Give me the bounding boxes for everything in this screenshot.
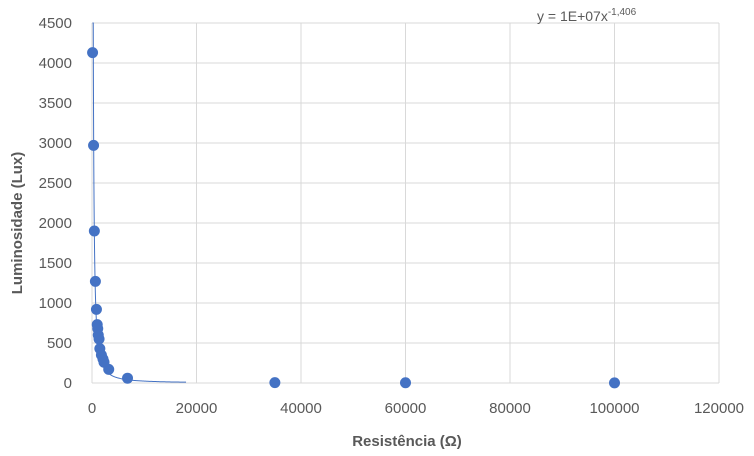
y-tick-label: 4000: [39, 55, 72, 72]
y-tick-label: 4500: [39, 15, 72, 32]
data-point: [400, 377, 411, 389]
x-tick-label: 60000: [385, 400, 427, 417]
y-tick-label: 3000: [39, 135, 72, 152]
data-point: [103, 363, 115, 375]
trendline-equation-base: y = 1E+07x: [537, 8, 608, 24]
y-axis-title: Luminosidade (Lux): [9, 152, 26, 295]
trendline: [92, 22, 187, 383]
trendline-equation-exponent: -1,406: [608, 7, 637, 18]
data-point: [89, 275, 101, 287]
x-tick-label: 120000: [694, 400, 744, 417]
data-point: [122, 372, 134, 384]
x-tick-label: 0: [88, 400, 96, 417]
y-tick-label: 1000: [39, 295, 72, 312]
data-point: [88, 139, 100, 151]
grid: [91, 22, 720, 383]
x-tick-label: 80000: [489, 400, 531, 417]
x-tick-label: 100000: [589, 400, 639, 417]
y-tick-label: 3500: [39, 95, 72, 112]
x-axis-title: Resistência (Ω): [352, 433, 462, 450]
trendline-curve: [92, 22, 187, 383]
data-point: [609, 377, 620, 389]
y-tick-label: 500: [47, 335, 72, 352]
data-point: [269, 377, 281, 389]
data-point: [93, 333, 105, 345]
trendline-equation: y = 1E+07x-1,406: [537, 7, 637, 24]
x-tick-label: 40000: [280, 400, 322, 417]
data-point: [90, 303, 102, 315]
data-points: [87, 47, 620, 389]
x-tick-label: 20000: [176, 400, 218, 417]
data-point: [87, 47, 99, 59]
y-tick-label: 2500: [39, 175, 72, 192]
y-tick-label: 2000: [39, 215, 72, 232]
data-point: [88, 225, 100, 237]
y-tick-label: 1500: [39, 255, 72, 272]
y-tick-label: 0: [64, 375, 72, 392]
tick-labels: 0 500 1000 1500 2000 2500 3000 3500 4000 4500 0 200…: [39, 15, 744, 417]
